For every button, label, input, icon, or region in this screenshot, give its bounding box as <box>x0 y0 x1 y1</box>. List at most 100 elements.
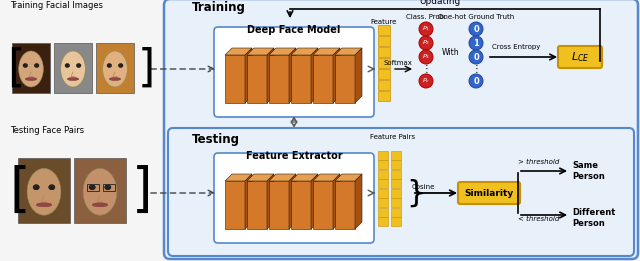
Circle shape <box>419 22 433 36</box>
Ellipse shape <box>92 203 108 207</box>
Polygon shape <box>313 55 333 103</box>
Text: < threshold: < threshold <box>518 216 559 222</box>
Polygon shape <box>313 174 340 181</box>
Circle shape <box>469 22 483 36</box>
Bar <box>391 151 401 159</box>
Text: 0: 0 <box>473 52 479 62</box>
Bar <box>87 183 99 191</box>
Polygon shape <box>335 181 355 229</box>
Polygon shape <box>311 48 318 103</box>
Polygon shape <box>247 181 267 229</box>
Ellipse shape <box>65 63 70 68</box>
Ellipse shape <box>67 78 79 80</box>
Ellipse shape <box>76 63 81 68</box>
Ellipse shape <box>83 168 117 215</box>
Bar <box>378 188 388 198</box>
Ellipse shape <box>19 51 44 87</box>
Ellipse shape <box>33 185 39 190</box>
Polygon shape <box>355 174 362 229</box>
Circle shape <box>469 50 483 64</box>
Bar <box>391 160 401 169</box>
Polygon shape <box>267 48 274 103</box>
Polygon shape <box>225 48 252 55</box>
Ellipse shape <box>109 78 121 80</box>
Polygon shape <box>269 174 296 181</box>
Bar <box>378 160 388 169</box>
Polygon shape <box>247 48 274 55</box>
Bar <box>378 169 388 179</box>
Circle shape <box>469 36 483 50</box>
Polygon shape <box>335 55 355 103</box>
FancyBboxPatch shape <box>164 0 638 259</box>
Text: Feature Pairs: Feature Pairs <box>371 134 415 140</box>
Text: Deep Face Model: Deep Face Model <box>247 25 340 35</box>
Text: }: } <box>406 179 426 207</box>
Bar <box>378 151 388 159</box>
Text: With: With <box>442 48 460 57</box>
Text: > threshold: > threshold <box>518 159 559 165</box>
Text: Testing Face Pairs: Testing Face Pairs <box>10 126 84 135</box>
Bar <box>18 158 70 223</box>
Text: Softmax: Softmax <box>383 60 412 66</box>
Polygon shape <box>289 174 296 229</box>
Text: Training Facial Images: Training Facial Images <box>10 1 103 10</box>
Ellipse shape <box>36 203 52 207</box>
Bar <box>378 207 388 217</box>
Text: $P_3$: $P_3$ <box>422 52 430 61</box>
Bar <box>391 179 401 188</box>
Text: $P_c$: $P_c$ <box>422 76 430 85</box>
Polygon shape <box>225 174 252 181</box>
Bar <box>391 188 401 198</box>
Text: 0: 0 <box>473 25 479 33</box>
Polygon shape <box>247 55 267 103</box>
Text: ]: ] <box>138 46 156 90</box>
Bar <box>391 169 401 179</box>
FancyBboxPatch shape <box>458 182 520 204</box>
Polygon shape <box>245 174 252 229</box>
Text: Cosine: Cosine <box>412 184 435 190</box>
FancyBboxPatch shape <box>214 27 374 117</box>
Bar <box>391 207 401 217</box>
Bar <box>378 198 388 207</box>
Ellipse shape <box>35 63 39 68</box>
Ellipse shape <box>61 51 85 87</box>
Polygon shape <box>269 55 289 103</box>
Bar <box>96 43 134 93</box>
Bar <box>74 158 126 223</box>
Text: Different
Person: Different Person <box>572 208 616 228</box>
Bar <box>378 91 390 101</box>
FancyBboxPatch shape <box>558 46 602 68</box>
Bar <box>378 47 390 57</box>
Bar <box>378 179 388 188</box>
Polygon shape <box>225 181 245 229</box>
Text: Cross Entropy: Cross Entropy <box>492 44 540 50</box>
Text: [: [ <box>7 46 24 90</box>
Bar <box>102 183 115 191</box>
Polygon shape <box>247 174 274 181</box>
Ellipse shape <box>23 63 28 68</box>
Text: One-hot Ground Truth: One-hot Ground Truth <box>438 14 514 20</box>
Bar <box>378 36 390 46</box>
Polygon shape <box>335 48 362 55</box>
Ellipse shape <box>49 185 55 190</box>
Text: ]: ] <box>132 165 152 217</box>
Polygon shape <box>269 48 296 55</box>
Polygon shape <box>291 55 311 103</box>
Text: Same
Person: Same Person <box>572 161 605 181</box>
Bar <box>378 69 390 79</box>
Circle shape <box>419 36 433 50</box>
Ellipse shape <box>118 63 123 68</box>
Polygon shape <box>267 174 274 229</box>
Text: 1: 1 <box>473 39 479 48</box>
Text: Similarity: Similarity <box>465 188 514 198</box>
Text: Feature: Feature <box>371 19 397 25</box>
Ellipse shape <box>105 185 111 190</box>
Ellipse shape <box>27 168 61 215</box>
Text: Training: Training <box>192 1 246 14</box>
Bar <box>378 58 390 68</box>
FancyBboxPatch shape <box>214 153 374 243</box>
Polygon shape <box>291 174 318 181</box>
Polygon shape <box>291 181 311 229</box>
Text: $L_{CE}$: $L_{CE}$ <box>571 50 589 64</box>
Polygon shape <box>311 174 318 229</box>
